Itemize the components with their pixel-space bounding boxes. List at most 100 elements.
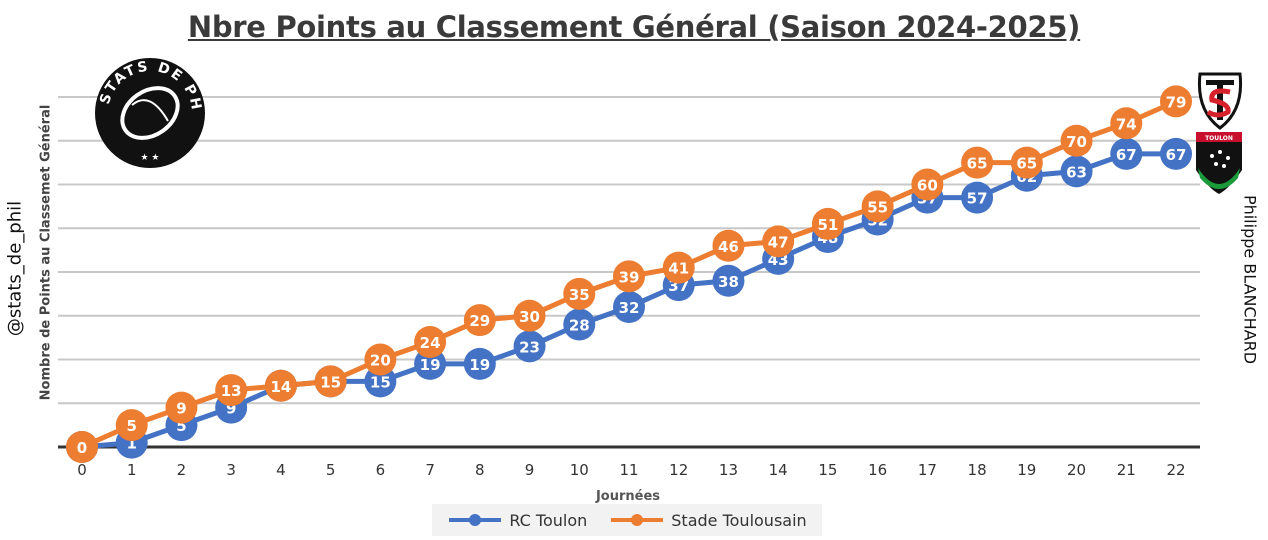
- x-tick-label: 5: [326, 461, 336, 479]
- x-tick-label: 17: [918, 461, 937, 479]
- data-point: [463, 347, 496, 380]
- data-label: 38: [718, 273, 739, 291]
- data-label: 24: [420, 334, 441, 352]
- data-label: 47: [768, 233, 789, 251]
- data-label: 70: [1066, 133, 1087, 151]
- data-label: 55: [867, 198, 888, 216]
- data-label: 5: [176, 417, 186, 435]
- data-point: [115, 409, 148, 442]
- data-point: [1060, 124, 1093, 157]
- legend-label: Stade Toulousain: [671, 510, 807, 530]
- data-label: 9: [226, 400, 236, 418]
- data-label: 30: [519, 308, 540, 326]
- x-tick-label: 21: [1117, 461, 1136, 479]
- data-label: 51: [817, 216, 838, 234]
- data-point: [861, 190, 894, 223]
- data-point: [1160, 137, 1192, 170]
- x-tick-label: 3: [226, 461, 236, 479]
- data-label: 0: [77, 439, 87, 457]
- svg-text:★ ★: ★ ★: [141, 153, 160, 163]
- x-tick-label: 14: [769, 461, 788, 479]
- data-point: [1060, 155, 1093, 188]
- data-label: 20: [370, 352, 391, 370]
- data-label: 60: [917, 177, 938, 195]
- x-tick-label: 20: [1067, 461, 1086, 479]
- x-tick-label: 2: [177, 461, 187, 479]
- data-point: [215, 374, 248, 407]
- data-label: 46: [718, 238, 739, 256]
- x-tick-label: 15: [818, 461, 837, 479]
- data-point: [314, 365, 347, 398]
- stade-toulousain-logo: [1197, 72, 1243, 130]
- data-label: 63: [1066, 163, 1087, 181]
- data-label: 15: [320, 373, 341, 391]
- data-label: 74: [1116, 115, 1137, 133]
- data-point: [264, 369, 297, 402]
- data-point: [662, 251, 695, 284]
- data-point: [563, 308, 596, 341]
- legend-marker-blue: [449, 514, 502, 526]
- x-tick-label: 0: [77, 461, 87, 479]
- x-tick-label: 18: [968, 461, 987, 479]
- stats-de-phil-logo: STATS DE PHIL ★ ★: [0, 0, 205, 168]
- data-label: 39: [619, 268, 640, 286]
- data-point: [961, 181, 994, 214]
- data-point: [1160, 85, 1192, 118]
- data-label: 67: [1166, 146, 1187, 164]
- data-label: 28: [569, 317, 590, 335]
- legend-item-stade-toulousain: Stade Toulousain: [609, 510, 807, 530]
- x-axis-label: Journées: [595, 489, 661, 504]
- data-point: [1110, 137, 1143, 170]
- data-label: 1: [127, 435, 137, 453]
- data-point: [414, 347, 447, 380]
- legend-marker-orange: [611, 514, 664, 526]
- gridlines: [58, 96, 1200, 449]
- data-point: [613, 260, 645, 293]
- data-point: [911, 168, 944, 201]
- data-point: [762, 225, 795, 258]
- legend: RC Toulon Stade Toulousain: [432, 504, 822, 536]
- x-ticks: 0 1 2 3 4 5 6 7 8 9 10 11 12 13 14 15 16 17 18 19 20 21 22: [77, 461, 1185, 479]
- data-point: [364, 343, 397, 376]
- data-label: 15: [370, 373, 391, 391]
- data-label: 41: [668, 260, 689, 278]
- chart-title: Nbre Points au Classement Général (Saiso…: [187, 10, 1081, 44]
- x-tick-label: 6: [376, 461, 386, 479]
- data-point: [712, 229, 745, 262]
- x-tick-label: 11: [619, 461, 638, 479]
- svg-text:TOULON: TOULON: [1205, 135, 1233, 142]
- data-label: 57: [967, 190, 988, 208]
- data-label: 32: [619, 299, 640, 317]
- data-label: 29: [469, 312, 490, 330]
- x-tick-label: 19: [1017, 461, 1036, 479]
- x-tick-label: 12: [669, 461, 688, 479]
- data-label: 14: [270, 378, 291, 396]
- data-point: [1110, 107, 1143, 140]
- x-tick-label: 22: [1166, 461, 1185, 479]
- series-rc-toulon: 0159141515191923283237384348525757626367…: [66, 137, 1192, 463]
- x-tick-label: 1: [127, 461, 137, 479]
- x-tick-label: 8: [475, 461, 485, 479]
- x-tick-label: 7: [425, 461, 435, 479]
- data-point: [961, 146, 994, 179]
- data-label: 19: [469, 356, 490, 374]
- x-tick-label: 16: [868, 461, 887, 479]
- data-point: [463, 304, 496, 337]
- data-point: [613, 291, 645, 323]
- x-tick-label: 4: [276, 461, 286, 479]
- data-label: 19: [420, 356, 441, 374]
- data-point: [513, 330, 546, 363]
- data-point: [66, 431, 98, 463]
- data-label: 13: [221, 382, 242, 400]
- data-point: [513, 299, 546, 332]
- data-label: 65: [1016, 155, 1037, 173]
- x-tick-label: 10: [570, 461, 589, 479]
- rc-toulon-logo: TOULON: [1196, 132, 1242, 194]
- data-point: [1010, 146, 1043, 179]
- x-tick-label: 13: [719, 461, 738, 479]
- data-label: 23: [519, 338, 540, 356]
- data-point: [563, 277, 596, 310]
